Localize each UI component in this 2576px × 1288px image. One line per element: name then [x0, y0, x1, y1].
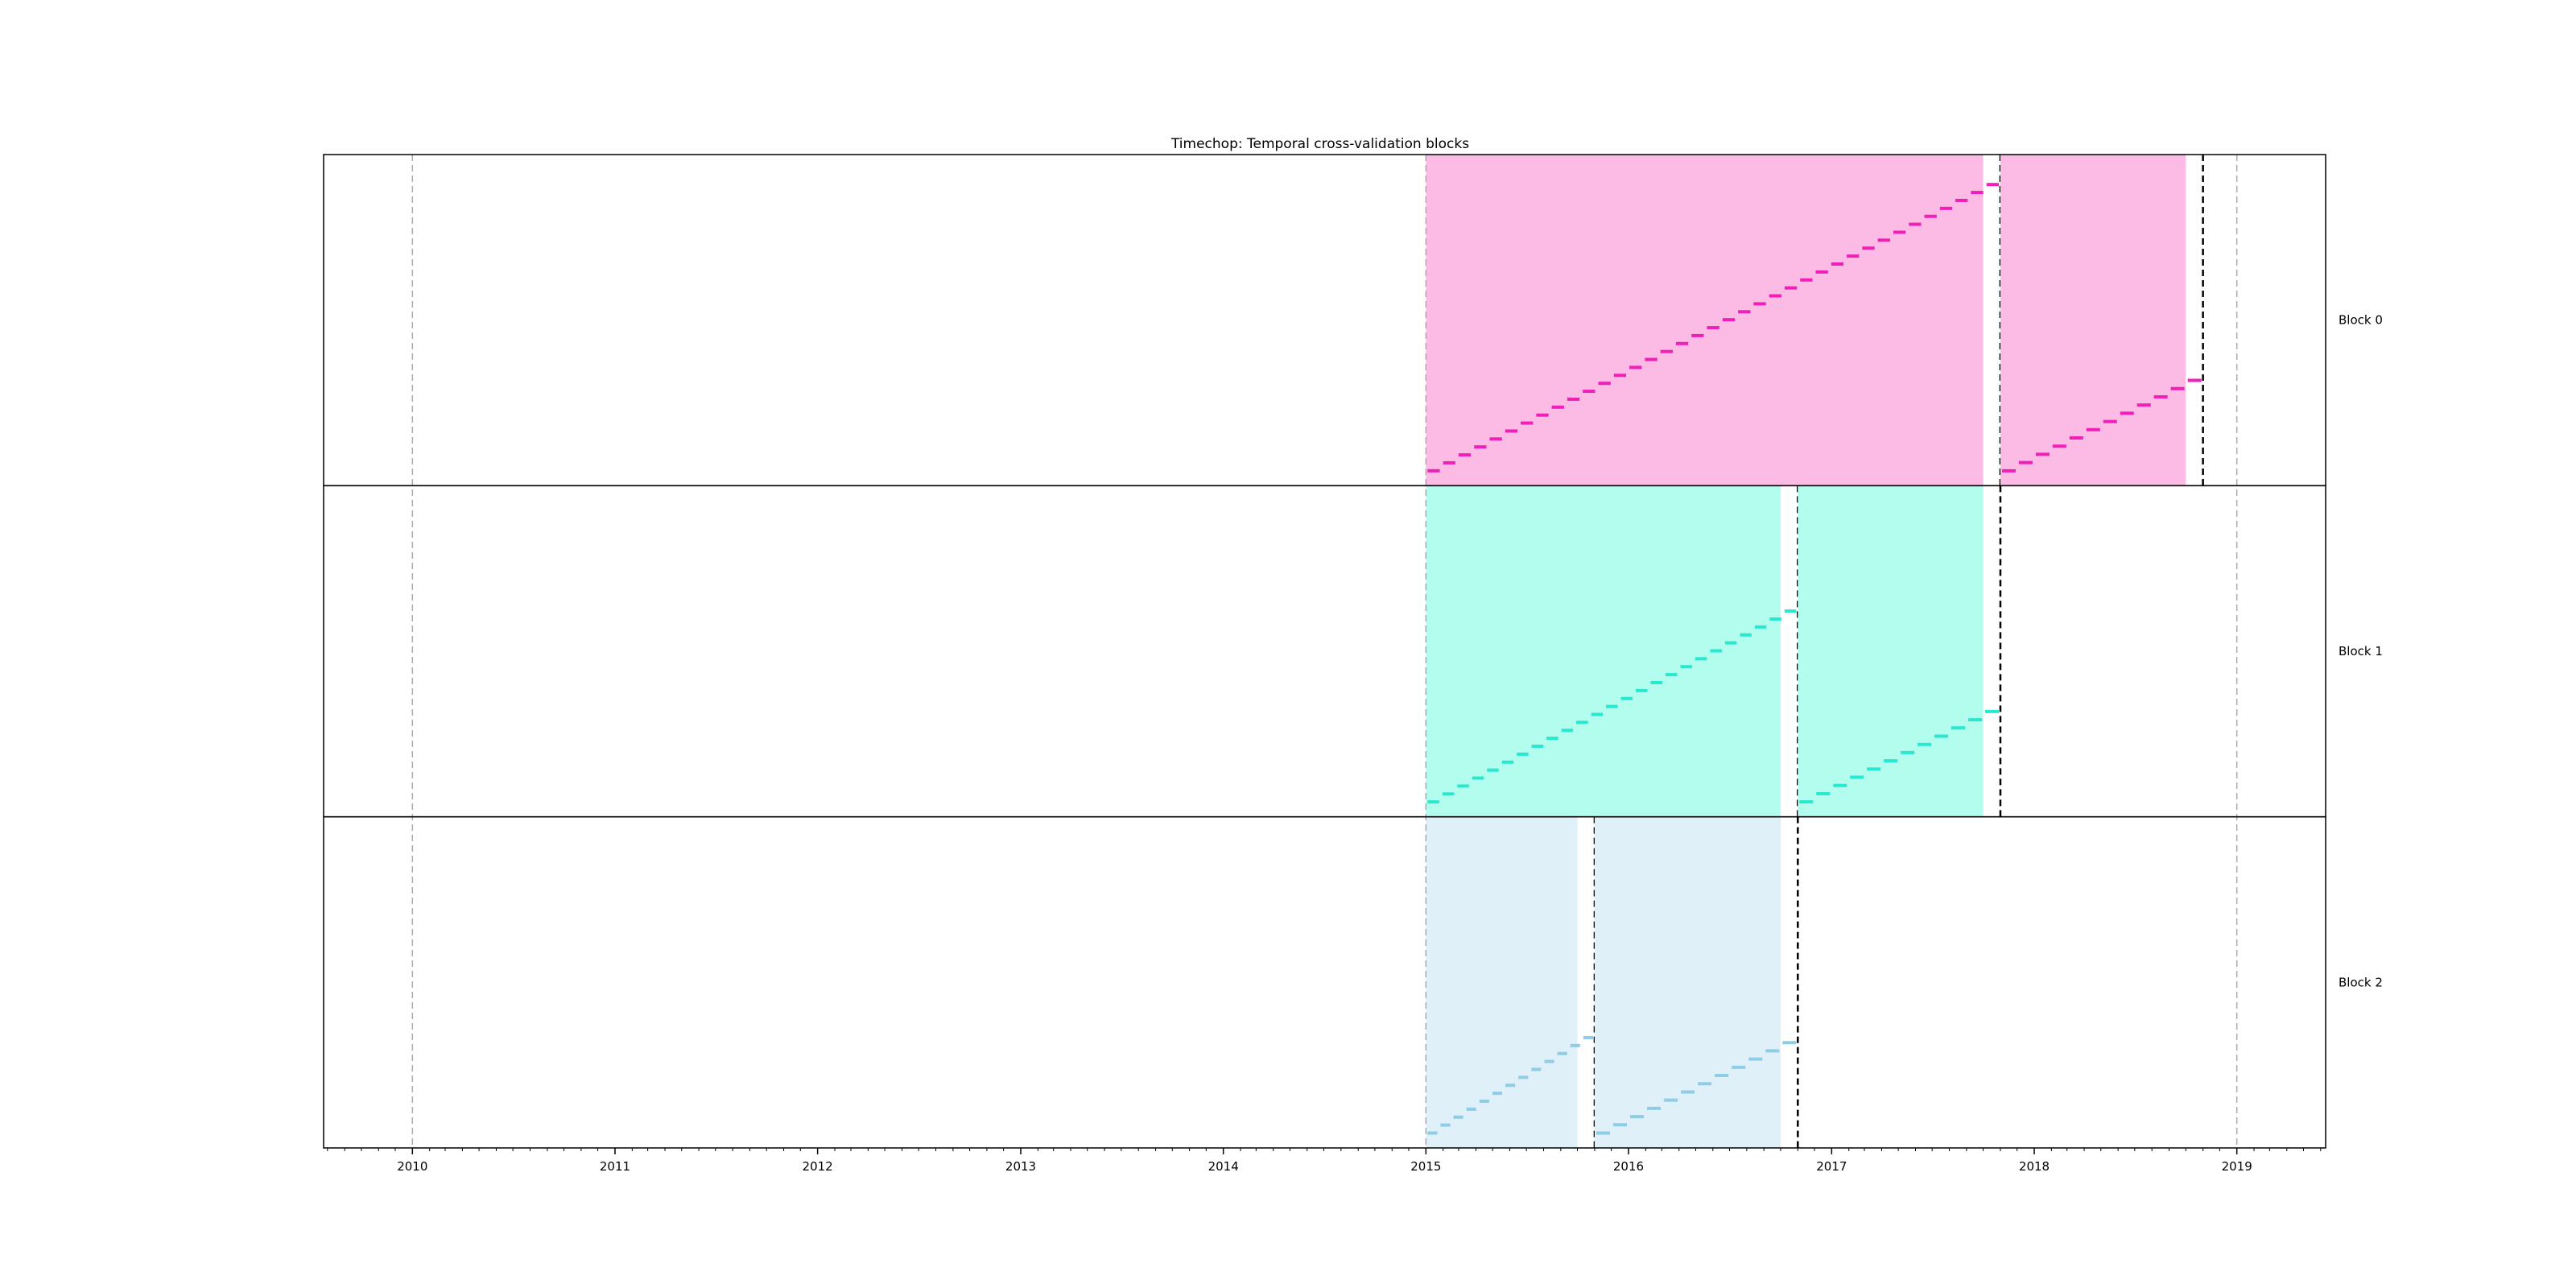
x-tick-label-1: 2011: [600, 1159, 630, 1174]
block-2-train-region: [1426, 816, 1578, 1148]
x-tick-label-2: 2012: [803, 1159, 833, 1174]
x-tick-label-7: 2017: [1816, 1159, 1847, 1174]
plot-area: Block 0 Block 1 Block 2 2010 2011 2012 2013 201…: [323, 154, 2383, 1174]
block-1-frame: [323, 485, 2326, 818]
block-0-label: Block 0: [2339, 313, 2383, 328]
x-tick-label-8: 2018: [2019, 1159, 2050, 1174]
x-tick-label-3: 2013: [1005, 1159, 1036, 1174]
x-tick-label-0: 2010: [397, 1159, 427, 1174]
chart-title: Timechop: Temporal cross-validation bloc…: [1170, 136, 1469, 152]
block-1-train-region: [1426, 485, 1781, 817]
x-tick-label-9: 2019: [2222, 1159, 2252, 1174]
block-0-test-region: [2000, 155, 2186, 486]
x-tick-label-6: 2016: [1613, 1159, 1644, 1174]
block-2-frame: [323, 815, 2326, 1149]
block-0-train-region: [1426, 155, 1984, 486]
block-2-test-region: [1594, 816, 1781, 1148]
block-1-label: Block 1: [2339, 644, 2383, 658]
x-tick-label-4: 2014: [1208, 1159, 1239, 1174]
x-tick-label-5: 2015: [1410, 1159, 1441, 1174]
block-2-label: Block 2: [2339, 975, 2383, 989]
block-1-test-region: [1798, 485, 1984, 817]
